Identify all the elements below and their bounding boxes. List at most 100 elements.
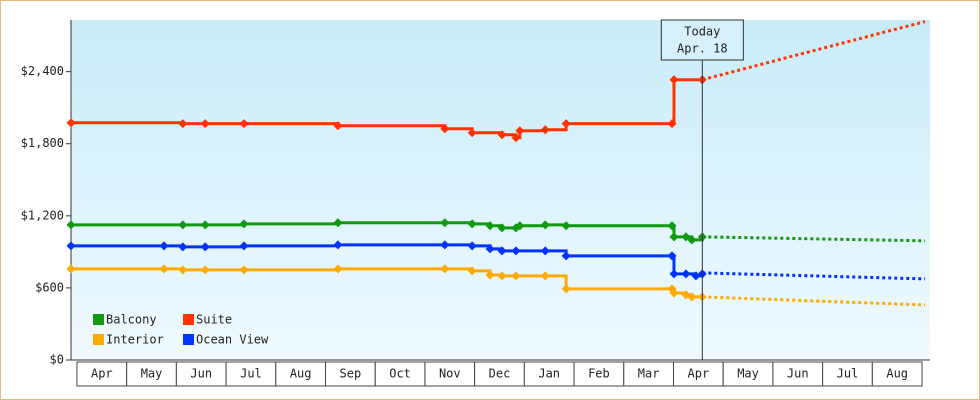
legend-label: Ocean View — [196, 333, 269, 347]
data-point — [561, 284, 571, 294]
x-tick-label: Apr — [91, 367, 113, 381]
data-point — [200, 242, 210, 252]
data-point — [687, 292, 697, 302]
month-cell — [871, 361, 923, 387]
data-point — [669, 269, 679, 279]
data-point — [511, 246, 521, 256]
forecast-line — [701, 20, 926, 82]
data-point — [561, 221, 571, 231]
month-cell — [822, 361, 873, 387]
data-point — [540, 220, 550, 230]
data-point — [681, 269, 691, 279]
data-point — [667, 221, 677, 231]
data-point — [540, 246, 550, 256]
legend-label: Interior — [106, 333, 164, 347]
data-point — [66, 241, 76, 251]
data-point — [485, 244, 495, 254]
plot-area — [71, 20, 930, 360]
series-line — [71, 243, 704, 278]
data-point — [66, 264, 76, 274]
x-tick-label: May — [737, 367, 759, 381]
month-cell — [225, 361, 277, 387]
x-tick-label: Jul — [240, 367, 262, 381]
month-cell — [126, 361, 177, 387]
data-point — [440, 240, 450, 250]
data-point — [66, 220, 76, 230]
data-point — [333, 121, 343, 131]
data-point — [515, 126, 525, 136]
data-point — [440, 218, 450, 228]
data-point — [540, 271, 550, 281]
y-tick-label: $0 — [50, 353, 64, 367]
data-point — [511, 133, 521, 143]
forecast-line — [702, 271, 926, 281]
data-point — [440, 124, 450, 134]
data-point — [511, 271, 521, 281]
month-cell — [76, 361, 128, 387]
data-point — [178, 220, 188, 230]
x-tick-label: Sep — [340, 367, 362, 381]
x-tick-label: Jun — [190, 367, 212, 381]
x-tick-label: Jun — [787, 367, 809, 381]
x-tick-label: Apr — [688, 367, 710, 381]
data-point — [561, 119, 571, 129]
data-point — [178, 265, 188, 275]
today-label: Apr. 18 — [677, 42, 728, 56]
data-point — [540, 125, 550, 135]
y-tick-label: $1,800 — [21, 136, 64, 150]
month-cell — [772, 361, 824, 387]
legend-swatch — [93, 334, 104, 345]
x-tick-label: Mar — [638, 367, 660, 381]
data-point — [667, 119, 677, 129]
data-point — [159, 264, 169, 274]
legend-label: Balcony — [106, 313, 157, 327]
data-point — [669, 75, 679, 85]
legend-swatch — [183, 334, 194, 345]
data-point — [159, 241, 169, 251]
data-point — [239, 265, 249, 275]
forecast-line — [702, 295, 926, 307]
x-tick-label: Jan — [538, 367, 560, 381]
y-tick-label: $2,400 — [21, 64, 64, 78]
data-point — [333, 264, 343, 274]
data-point — [687, 235, 697, 245]
data-point — [66, 118, 76, 128]
month-cell — [623, 361, 674, 387]
data-point — [467, 266, 477, 276]
x-tick-label: Oct — [389, 367, 411, 381]
legend-swatch — [183, 314, 194, 325]
data-point — [497, 223, 507, 233]
data-point — [515, 221, 525, 231]
x-tick-label: Dec — [489, 367, 511, 381]
data-point — [333, 218, 343, 228]
month-cell — [672, 361, 724, 387]
x-tick-label: Feb — [588, 367, 610, 381]
legend-label: Suite — [196, 313, 232, 327]
forecast-line — [702, 235, 926, 243]
legend-swatch — [93, 314, 104, 325]
data-point — [497, 246, 507, 256]
data-point — [669, 288, 679, 298]
data-point — [467, 241, 477, 251]
y-tick-label: $600 — [35, 280, 64, 294]
x-tick-label: Aug — [886, 367, 908, 381]
data-point — [667, 251, 677, 261]
data-point — [200, 119, 210, 129]
month-cell — [523, 361, 575, 387]
month-cell — [275, 361, 327, 387]
data-point — [467, 128, 477, 138]
x-tick-label: Aug — [290, 367, 312, 381]
data-point — [440, 264, 450, 274]
data-point — [497, 271, 507, 281]
data-point — [200, 265, 210, 275]
data-point — [200, 220, 210, 230]
data-point — [239, 119, 249, 129]
data-point — [497, 130, 507, 140]
data-point — [669, 232, 679, 242]
data-point — [485, 221, 495, 231]
x-tick-label: Jul — [837, 367, 859, 381]
data-point — [178, 119, 188, 129]
x-tick-label: May — [141, 367, 163, 381]
data-point — [239, 241, 249, 251]
